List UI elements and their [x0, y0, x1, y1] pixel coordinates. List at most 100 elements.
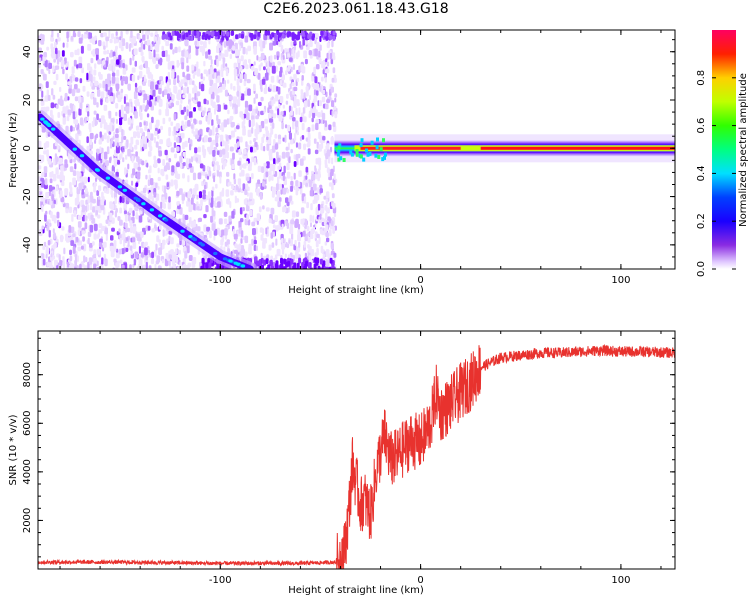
noise-cell: [110, 59, 115, 66]
noise-cell: [45, 221, 49, 226]
noise-cell: [234, 97, 237, 104]
noise-cell: [43, 166, 48, 174]
noise-cell: [298, 257, 302, 264]
noise-cell: [163, 33, 167, 39]
noise-cell: [281, 74, 285, 81]
ridge-cell: [40, 117, 45, 121]
noise-cell: [307, 232, 310, 237]
noise-cell: [292, 117, 296, 122]
noise-cell: [304, 58, 308, 65]
noise-cell: [281, 122, 284, 130]
noise-cell: [328, 229, 332, 237]
noise-cell: [93, 182, 97, 187]
noise-cell: [104, 188, 107, 194]
noise-cell: [265, 227, 268, 235]
noise-cell: [70, 51, 74, 58]
noise-cell: [169, 43, 173, 50]
y-tick-label: -40: [22, 237, 33, 253]
noise-cell: [76, 255, 79, 262]
noise-cell: [131, 180, 134, 186]
noise-cell: [115, 83, 120, 90]
noise-cell: [244, 100, 249, 109]
noise-cell: [288, 239, 291, 244]
noise-cell: [114, 133, 119, 138]
noise-cell: [175, 256, 178, 264]
noise-cell: [275, 183, 279, 191]
noise-cell: [234, 108, 238, 115]
noise-cell: [118, 234, 122, 239]
y-tick-label: 8000: [22, 362, 33, 387]
noise-cell: [51, 88, 54, 96]
noise-cell: [317, 168, 321, 175]
noise-cell: [173, 113, 177, 121]
noise-cell: [334, 93, 338, 98]
band-cell: [376, 137, 379, 142]
noise-cell: [154, 130, 158, 136]
noise-cell: [46, 46, 50, 51]
noise-cell: [96, 199, 101, 206]
noise-cell: [146, 162, 149, 168]
noise-cell: [134, 60, 137, 67]
noise-cell: [237, 62, 241, 69]
noise-cell: [331, 220, 334, 227]
noise-cell: [84, 116, 87, 124]
noise-cell: [273, 158, 276, 165]
noise-cell: [121, 111, 124, 118]
noise-cell: [182, 151, 186, 157]
colorbar-tick-label: 0.8: [696, 70, 707, 86]
noise-cell: [158, 150, 162, 157]
noise-cell: [247, 219, 251, 226]
noise-cell: [310, 234, 314, 240]
noise-cell: [138, 254, 142, 263]
noise-cell: [211, 223, 216, 231]
noise-cell: [145, 261, 148, 269]
noise-cell: [239, 207, 243, 215]
noise-cell: [173, 85, 177, 94]
noise-cell: [55, 167, 59, 175]
noise-cell: [317, 157, 322, 162]
noise-cell: [253, 239, 257, 245]
noise-cell: [166, 81, 170, 89]
noise-cell: [74, 84, 78, 90]
noise-cell: [297, 181, 301, 188]
noise-cell: [198, 159, 202, 164]
noise-cell: [69, 255, 73, 262]
noise-cell: [216, 88, 220, 94]
spectrogram-content: [38, 30, 675, 269]
noise-cell: [181, 120, 184, 126]
noise-cell: [237, 58, 240, 63]
noise-cell: [185, 192, 188, 197]
noise-cell: [276, 190, 280, 197]
noise-cell: [193, 190, 197, 196]
x-tick-label: 0: [417, 575, 423, 586]
noise-cell: [96, 148, 100, 155]
noise-cell: [208, 170, 212, 177]
noise-cell: [324, 77, 327, 83]
noise-cell: [307, 237, 311, 243]
noise-cell: [62, 68, 65, 75]
noise-cell: [113, 162, 117, 167]
noise-cell: [106, 98, 109, 104]
noise-cell: [78, 182, 83, 191]
noise-cell: [184, 50, 189, 58]
noise-cell: [182, 94, 187, 99]
noise-cell: [159, 139, 163, 145]
noise-cell: [125, 247, 129, 252]
noise-cell: [310, 228, 315, 235]
noise-cell: [79, 117, 84, 126]
noise-cell: [152, 89, 156, 97]
noise-cell: [258, 259, 262, 266]
noise-cell: [332, 121, 336, 127]
noise-cell: [325, 224, 329, 232]
noise-cell: [210, 98, 214, 106]
noise-cell: [155, 84, 159, 90]
noise-cell: [116, 248, 119, 253]
noise-cell: [173, 135, 177, 141]
noise-cell: [142, 264, 147, 269]
noise-cell: [245, 183, 249, 190]
noise-cell: [290, 185, 293, 192]
y-tick-label: 40: [22, 45, 33, 58]
noise-cell: [115, 111, 118, 117]
noise-cell: [151, 251, 154, 259]
noise-cell: [266, 143, 270, 151]
